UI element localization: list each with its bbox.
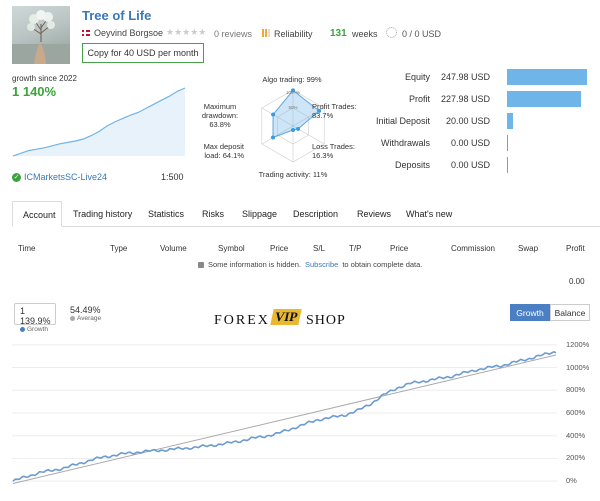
account-value: 247.98 USD <box>440 72 490 82</box>
radar-ring-outer: 100+% <box>286 90 300 95</box>
radar-point <box>291 88 295 93</box>
account-label: Withdrawals <box>380 138 430 148</box>
copy-button[interactable]: Copy for 40 USD per month <box>82 43 204 63</box>
y-tick-label: 200% <box>566 453 586 463</box>
col-price[interactable]: Price <box>270 244 289 253</box>
growth-chart <box>12 344 557 484</box>
tab-bar: Account Trading history Statistics Risks… <box>12 201 600 227</box>
radar-point <box>317 108 322 113</box>
weeks-label: weeks <box>352 29 378 39</box>
y-tick-label: 1200% <box>566 339 590 349</box>
author[interactable]: Oeyvind Borgsoe <box>82 28 163 38</box>
leverage: 1:500 <box>161 172 184 182</box>
average-stat[interactable]: 54.49% Average <box>70 305 102 322</box>
forex-vip-shop-logo: FOREX VIP SHOP <box>214 309 346 328</box>
col-time[interactable]: Time <box>18 244 36 253</box>
avatar <box>12 6 70 64</box>
tab-trading-history[interactable]: Trading history <box>73 209 133 219</box>
y-tick-label: 0% <box>566 476 577 486</box>
col-symbol[interactable]: Symbol <box>218 244 245 253</box>
verified-check-icon: ✓ <box>12 172 21 182</box>
account-value: 20.00 USD <box>445 116 490 126</box>
account-bar <box>507 157 508 173</box>
lock-icon <box>198 261 204 268</box>
radar-ring-inner: 50% <box>288 105 297 110</box>
growth-dot-icon <box>20 327 25 332</box>
account-row-deposits: Deposits 0.00 USD <box>360 160 500 180</box>
page-title[interactable]: Tree of Life <box>82 8 152 23</box>
radar-chart: 100+% 50% <box>261 88 325 163</box>
col-volume[interactable]: Volume <box>160 244 187 253</box>
broker-name[interactable]: ICMarketsSC-Live24 <box>24 172 108 182</box>
reliability-label: Reliability <box>274 29 313 39</box>
y-tick-label: 1000% <box>566 362 590 372</box>
account-bar <box>507 91 581 107</box>
radar-trading-activity: Trading activity: 11% <box>258 170 328 179</box>
tab-risks[interactable]: Risks <box>202 209 224 219</box>
subscribers-icon <box>386 27 397 38</box>
radar-algo-trading: Algo trading: 99% <box>262 75 322 84</box>
norway-flag-icon <box>82 30 90 36</box>
broker[interactable]: ✓ ICMarketsSC-Live24 <box>12 172 107 182</box>
account-bar <box>507 113 514 129</box>
mini-growth-chart <box>12 87 186 157</box>
y-tick-label: 400% <box>566 430 586 440</box>
account-label: Initial Deposit <box>375 116 430 126</box>
account-label: Deposits <box>394 160 430 170</box>
growth-stat[interactable]: 1 139.9% Growth <box>14 303 56 333</box>
col-tp[interactable]: T/P <box>349 244 362 253</box>
account-bar <box>507 135 508 151</box>
growth-since-label: growth since 2022 <box>12 74 77 83</box>
reliability-icon <box>262 29 270 37</box>
col-profit[interactable]: Profit <box>566 244 585 253</box>
col-sl[interactable]: S/L <box>313 244 326 253</box>
radar-max-deposit-load: Max deposit load: 64.1% <box>203 142 244 160</box>
growth-value: 1 140% <box>12 84 57 99</box>
radar-point <box>296 126 301 131</box>
y-tick-label: 800% <box>566 385 586 395</box>
account-bar <box>507 69 587 85</box>
tab-reviews[interactable]: Reviews <box>357 209 392 219</box>
tab-slippage[interactable]: Slippage <box>242 209 278 219</box>
author-name[interactable]: Oeyvind Borgsoe <box>94 28 164 38</box>
radar-max-drawdown: Maximum drawdown: 63.8% <box>201 102 239 129</box>
average-dot-icon <box>70 316 75 321</box>
account-value: 227.98 USD <box>440 94 490 104</box>
col-price-close[interactable]: Price <box>390 244 409 253</box>
average-stat-value: 54.49% <box>70 305 101 315</box>
account-label: Equity <box>404 72 430 82</box>
tab-description[interactable]: Description <box>293 209 339 219</box>
tab-account[interactable]: Account <box>12 201 62 227</box>
growth-toggle-button[interactable]: Growth <box>510 304 550 321</box>
subscribe-link[interactable]: Subscribe <box>304 260 339 269</box>
rating-stars: ★★★★★ <box>166 27 207 37</box>
col-commission[interactable]: Commission <box>451 244 496 253</box>
subscriptions-value: 0 / 0 USD <box>402 29 442 39</box>
account-row-equity: Equity 247.98 USD <box>360 72 500 92</box>
tree-icon <box>12 10 70 64</box>
reviews-count[interactable]: 0 reviews <box>214 29 253 39</box>
radar-point <box>271 112 276 117</box>
account-row-initial-deposit: Initial Deposit 20.00 USD <box>360 116 500 136</box>
col-type[interactable]: Type <box>110 244 128 253</box>
col-swap[interactable]: Swap <box>518 244 539 253</box>
y-tick-label: 600% <box>566 408 586 417</box>
account-value: 0.00 USD <box>450 160 490 170</box>
tab-whats-new[interactable]: What's new <box>406 209 453 219</box>
radar-point <box>291 128 295 132</box>
account-value: 0.00 USD <box>450 138 490 148</box>
radar-profit-trades: Profit Trades: 83.7% <box>312 102 357 120</box>
account-label: Profit <box>408 94 430 104</box>
hidden-info-message: Some information is hidden. Subscribe to… <box>198 260 422 269</box>
radar-point <box>271 135 275 140</box>
balance-toggle-button[interactable]: Balance <box>550 304 590 321</box>
weeks-value: 131 <box>330 28 347 39</box>
profit-total: 0.00 <box>569 277 585 286</box>
account-row-profit: Profit 227.98 USD <box>360 94 500 114</box>
radar-loss-trades: Loss Trades: 16.3% <box>312 142 355 160</box>
account-row-withdrawals: Withdrawals 0.00 USD <box>360 138 500 158</box>
growth-stat-value: 1 139.9% <box>20 306 51 326</box>
tab-statistics[interactable]: Statistics <box>148 209 185 219</box>
